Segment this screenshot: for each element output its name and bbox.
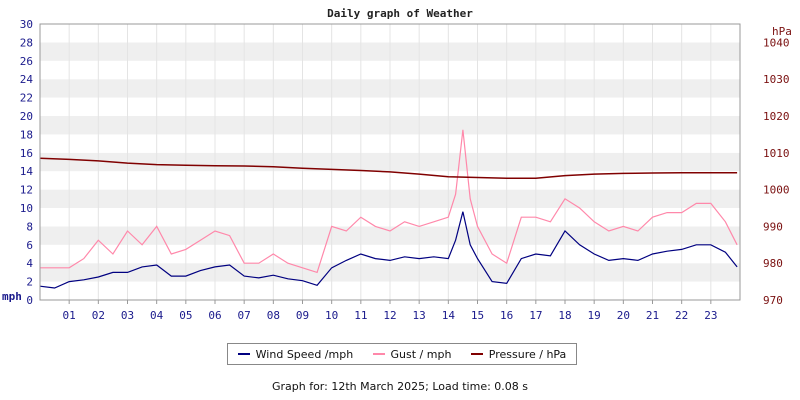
right-axis-unit: hPa bbox=[772, 25, 792, 38]
right-tick-label: 1040 bbox=[763, 36, 790, 49]
right-tick-label: 990 bbox=[763, 220, 783, 233]
x-tick-label: 21 bbox=[646, 309, 659, 322]
x-tick-label: 11 bbox=[354, 309, 367, 322]
x-tick-label: 01 bbox=[63, 309, 76, 322]
left-tick-label: 24 bbox=[20, 73, 34, 86]
x-tick-label: 04 bbox=[150, 309, 164, 322]
series-layer bbox=[39, 129, 738, 289]
left-tick-label: 2 bbox=[26, 276, 33, 289]
legend-label-gust: Gust / mph bbox=[390, 347, 452, 361]
left-tick-label: 28 bbox=[20, 36, 33, 49]
x-tick-label: 12 bbox=[383, 309, 396, 322]
x-tick-label: 18 bbox=[558, 309, 571, 322]
left-tick-label: 0 bbox=[26, 294, 33, 307]
left-tick-label: 12 bbox=[20, 184, 33, 197]
x-tick-label: 07 bbox=[238, 309, 251, 322]
x-tick-label: 16 bbox=[500, 309, 513, 322]
legend-item-pressure: Pressure / hPa bbox=[470, 347, 567, 361]
chart-title: Daily graph of Weather bbox=[327, 7, 473, 20]
x-tick-label: 05 bbox=[179, 309, 192, 322]
left-tick-label: 22 bbox=[20, 92, 33, 105]
x-tick-label: 20 bbox=[617, 309, 630, 322]
right-tick-label: 1010 bbox=[763, 147, 790, 160]
series-line-wind-speed-mph bbox=[39, 211, 738, 289]
left-tick-label: 6 bbox=[26, 239, 33, 252]
legend-label-wind: Wind Speed /mph bbox=[255, 347, 354, 361]
left-tick-label: 18 bbox=[20, 128, 33, 141]
x-tick-label: 14 bbox=[442, 309, 456, 322]
left-tick-label: 4 bbox=[26, 257, 33, 270]
series-line-gust-mph bbox=[40, 129, 738, 274]
legend-swatch-wind bbox=[237, 353, 250, 355]
left-tick-label: 20 bbox=[20, 110, 33, 123]
right-tick-label: 1000 bbox=[763, 184, 790, 197]
gridlines bbox=[68, 24, 712, 300]
left-tick-label: 10 bbox=[20, 202, 33, 215]
legend: Wind Speed /mph Gust / mph Pressure / hP… bbox=[227, 343, 577, 365]
x-axis-ticks: 01 02 03 04 05 06 07 08 09 10 11 12 13 14 15 16 17 18 19 20… bbox=[63, 300, 717, 322]
left-tick-label: 16 bbox=[20, 147, 33, 160]
series-line-pressure-hpa bbox=[39, 157, 738, 179]
x-tick-label: 22 bbox=[675, 309, 688, 322]
x-tick-label: 03 bbox=[121, 309, 134, 322]
left-tick-label: 30 bbox=[20, 18, 33, 31]
x-tick-label: 19 bbox=[588, 309, 601, 322]
legend-swatch-gust bbox=[372, 353, 385, 355]
right-tick-label: 970 bbox=[763, 294, 783, 307]
x-tick-label: 09 bbox=[296, 309, 309, 322]
left-tick-label: 8 bbox=[26, 220, 33, 233]
x-tick-label: 13 bbox=[413, 309, 426, 322]
x-tick-label: 08 bbox=[267, 309, 280, 322]
graph-footer: Graph for: 12th March 2025; Load time: 0… bbox=[271, 380, 529, 393]
legend-item-wind: Wind Speed /mph bbox=[237, 347, 354, 361]
left-tick-label: 26 bbox=[20, 55, 33, 68]
legend-item-gust: Gust / mph bbox=[372, 347, 452, 361]
right-axis-ticks: 970 980 990 1000 1010 1020 1030 1040 bbox=[763, 36, 790, 307]
x-tick-label: 02 bbox=[92, 309, 105, 322]
right-tick-label: 980 bbox=[763, 257, 783, 270]
right-tick-label: 1020 bbox=[763, 110, 790, 123]
left-tick-label: 14 bbox=[20, 165, 34, 178]
legend-swatch-pressure bbox=[470, 353, 483, 355]
x-tick-label: 23 bbox=[704, 309, 717, 322]
legend-label-pressure: Pressure / hPa bbox=[488, 347, 567, 361]
left-axis-unit: mph bbox=[2, 290, 22, 303]
x-tick-label: 10 bbox=[325, 309, 338, 322]
x-tick-label: 15 bbox=[471, 309, 484, 322]
x-tick-label: 06 bbox=[208, 309, 221, 322]
x-tick-label: 17 bbox=[529, 309, 542, 322]
right-tick-label: 1030 bbox=[763, 73, 790, 86]
